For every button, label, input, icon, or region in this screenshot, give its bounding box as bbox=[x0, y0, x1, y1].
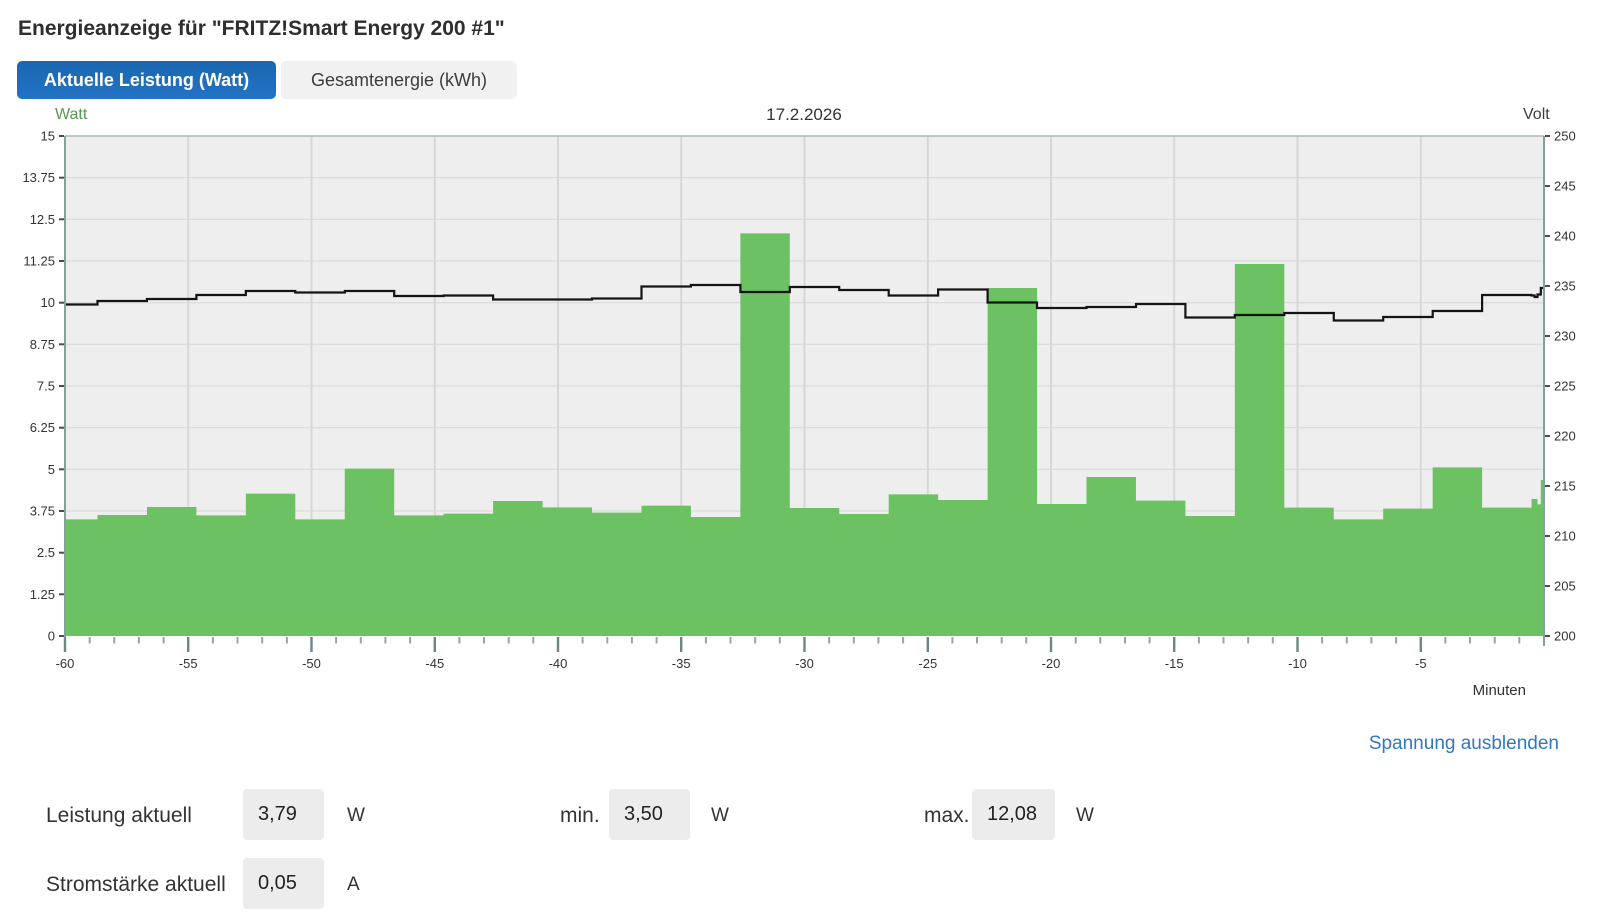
svg-text:17.2.2026: 17.2.2026 bbox=[766, 105, 842, 124]
svg-text:225: 225 bbox=[1554, 379, 1576, 394]
svg-text:Watt: Watt bbox=[55, 106, 88, 123]
svg-text:215: 215 bbox=[1554, 479, 1576, 494]
svg-text:Minuten: Minuten bbox=[1473, 682, 1526, 699]
svg-text:5: 5 bbox=[48, 462, 55, 477]
svg-text:8.75: 8.75 bbox=[30, 337, 55, 352]
svg-text:-40: -40 bbox=[549, 656, 568, 671]
svg-text:200: 200 bbox=[1554, 629, 1576, 644]
svg-text:-50: -50 bbox=[302, 656, 321, 671]
svg-text:-5: -5 bbox=[1415, 656, 1427, 671]
svg-text:2.5: 2.5 bbox=[37, 545, 55, 560]
svg-text:235: 235 bbox=[1554, 279, 1576, 294]
svg-text:0: 0 bbox=[48, 629, 55, 644]
svg-text:12.5: 12.5 bbox=[30, 212, 55, 227]
svg-text:11.25: 11.25 bbox=[23, 254, 55, 269]
svg-text:220: 220 bbox=[1554, 429, 1576, 444]
svg-text:15: 15 bbox=[41, 129, 55, 144]
svg-text:-10: -10 bbox=[1288, 656, 1307, 671]
svg-text:-55: -55 bbox=[179, 656, 198, 671]
svg-text:7.5: 7.5 bbox=[37, 379, 55, 394]
svg-text:10: 10 bbox=[41, 295, 55, 310]
svg-text:-60: -60 bbox=[56, 656, 75, 671]
svg-text:245: 245 bbox=[1554, 179, 1576, 194]
svg-text:-15: -15 bbox=[1165, 656, 1184, 671]
svg-text:-20: -20 bbox=[1042, 656, 1061, 671]
svg-text:205: 205 bbox=[1554, 579, 1576, 594]
svg-text:1.25: 1.25 bbox=[30, 587, 55, 602]
svg-text:Volt: Volt bbox=[1523, 106, 1550, 123]
svg-text:210: 210 bbox=[1554, 529, 1576, 544]
svg-text:240: 240 bbox=[1554, 229, 1576, 244]
svg-text:3.75: 3.75 bbox=[30, 504, 55, 519]
svg-text:-30: -30 bbox=[795, 656, 814, 671]
svg-text:-35: -35 bbox=[672, 656, 691, 671]
svg-text:-25: -25 bbox=[918, 656, 937, 671]
svg-text:250: 250 bbox=[1554, 129, 1576, 144]
svg-text:230: 230 bbox=[1554, 329, 1576, 344]
svg-text:6.25: 6.25 bbox=[30, 420, 55, 435]
svg-text:13.75: 13.75 bbox=[22, 170, 55, 185]
svg-text:-45: -45 bbox=[425, 656, 444, 671]
